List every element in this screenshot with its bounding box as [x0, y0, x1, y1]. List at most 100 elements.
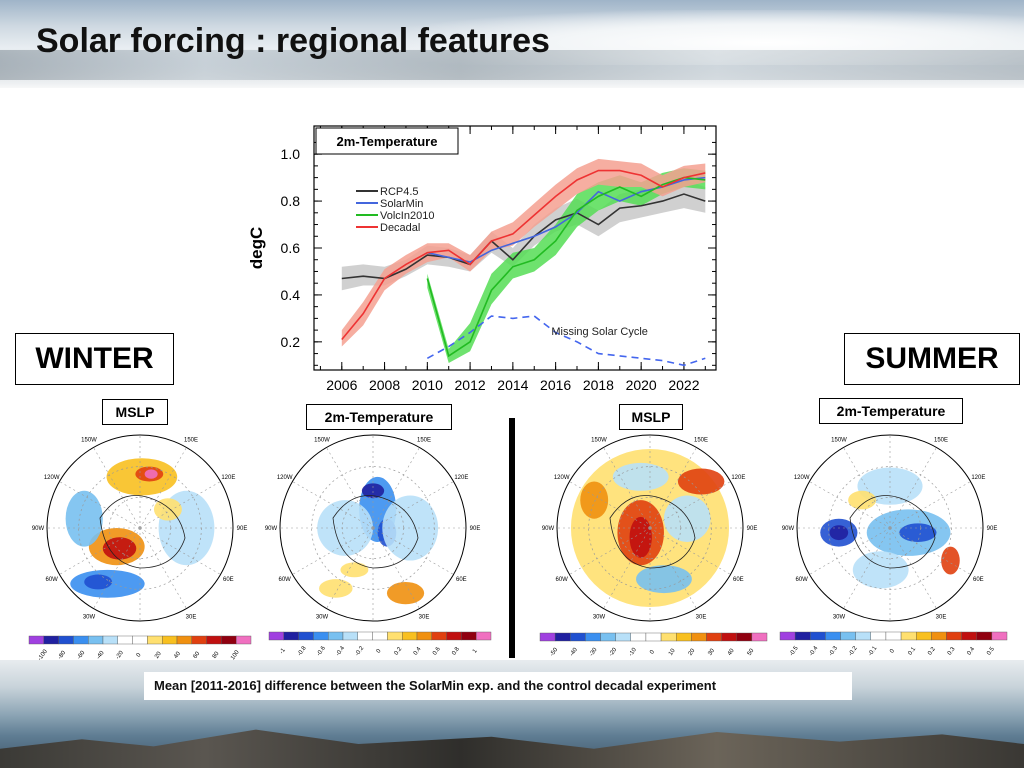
meridian — [59, 527, 141, 575]
colorbar-tick-label: 60 — [193, 650, 202, 659]
colorbar-tick-label: -0.4 — [809, 645, 820, 657]
longitude-label: 30W — [833, 614, 846, 620]
slide-caption: Mean [2011-2016] difference between the … — [144, 672, 852, 700]
meridian — [843, 447, 891, 529]
longitude-label: 180 — [368, 428, 379, 430]
colorbar-tick-label: 20 — [688, 647, 697, 656]
temperature-chart-svg: 2006 2008 2010 2012 2014 2016 2018 2020 2022 0.2 0… — [247, 125, 717, 393]
longitude-label: 30W — [593, 614, 606, 620]
colorbar-cell — [794, 631, 811, 641]
anomaly-patch — [677, 468, 725, 495]
meridian — [139, 527, 221, 575]
map-field — [317, 476, 439, 605]
meridian — [843, 527, 891, 609]
longitude-label: 60E — [973, 577, 984, 583]
colorbar-tick-label: -100 — [37, 648, 49, 662]
coastline — [99, 495, 186, 569]
anomaly-patch — [319, 579, 353, 598]
meridian — [889, 447, 937, 529]
colorbar-tick-label: 0.2 — [394, 646, 404, 657]
coastline — [332, 495, 419, 569]
winter-label: WINTER — [15, 333, 174, 385]
longitude-label: 60E — [223, 577, 234, 583]
longitude-label: 90E — [747, 526, 758, 532]
x-tick-label: 2006 — [326, 377, 357, 393]
colorbar-cell — [206, 635, 222, 645]
colorbar-cell — [736, 632, 753, 642]
colorbar-cell — [840, 631, 856, 641]
longitude-label: 120W — [794, 475, 810, 481]
x-tick-label: 2018 — [583, 377, 614, 393]
colorbar-cell — [915, 631, 932, 641]
y-tick-label: 0.8 — [281, 193, 301, 209]
band-rcp4-5 — [341, 179, 706, 291]
summer-label: SUMMER — [844, 333, 1020, 385]
legend-label: VolcIn2010 — [380, 210, 434, 222]
meridian — [139, 527, 187, 609]
colorbar-tick-label: -0.8 — [297, 645, 308, 657]
meridian — [809, 527, 891, 575]
series-line-volcin2010 — [426, 176, 706, 358]
meridian — [889, 527, 971, 575]
colorbar-tick-label: 0.4 — [413, 646, 423, 657]
meridian — [649, 527, 697, 609]
longitude-label: 120E — [731, 475, 745, 481]
meridian — [603, 447, 651, 529]
colorbar-cell — [147, 635, 163, 645]
colorbar-tick-label: -30 — [589, 647, 599, 658]
colorbar-tick-label: 0.5 — [986, 646, 996, 657]
y-tick-label: 1.0 — [281, 146, 301, 162]
anomaly-patch — [361, 483, 385, 499]
colorbar-cell — [357, 631, 373, 641]
colorbar-tick-label: 1 — [472, 648, 479, 655]
longitude-label: 90W — [32, 526, 45, 532]
colorbar-tick-label: -60 — [77, 650, 87, 661]
polar-map-winter-mslp: 180150E120E90E60E30E030W60W90W120W150W — [32, 428, 247, 622]
longitude-label: 90W — [542, 526, 555, 532]
y-tick-label: 0.2 — [281, 334, 301, 350]
colorbar-winter-temperature: -1 -0.8 -0.6 -0.4 -0.2 0 0.2 0.4 0.6 0.8 1 — [268, 631, 492, 657]
colorbar-cell — [446, 631, 462, 641]
colorbar-summer-mslp: -50 -40 -30 -20 -10 0 10 20 30 40 50 — [539, 632, 768, 658]
anomaly-patch — [629, 516, 652, 558]
colorbar-cell — [191, 635, 207, 645]
colorbar-tick-label: 0 — [136, 652, 143, 659]
colorbar-cell — [721, 632, 737, 642]
map-field — [65, 458, 215, 598]
longitude-label: 90W — [782, 526, 795, 532]
colorbar-tick-label: 0 — [889, 648, 896, 655]
meridian — [569, 527, 651, 575]
colorbar-tick-label: 50 — [747, 647, 756, 656]
longitude-label: 60W — [45, 577, 58, 583]
colorbar-tick-label: -10 — [628, 647, 638, 658]
anomaly-patch — [899, 523, 937, 542]
anomaly-patch — [102, 537, 137, 560]
colorbar-cell — [615, 632, 631, 642]
anomaly-patch — [84, 574, 113, 590]
band-decadal — [341, 158, 706, 347]
x-tick-label: 2012 — [455, 377, 486, 393]
colorbar-cell — [691, 632, 707, 642]
meridian — [649, 447, 697, 529]
colorbar-tick-label: -0.5 — [789, 645, 800, 657]
polar-map-summer-temperature: 180150E120E90E60E30E030W60W90W120W150W — [782, 428, 997, 622]
colorbar-tick-label: 0 — [376, 648, 383, 655]
colorbar-cell — [779, 631, 796, 641]
colorbar-tick-label: 0.3 — [947, 646, 957, 657]
meridian — [372, 481, 454, 529]
longitude-label: 180 — [135, 428, 146, 430]
anomaly-patch — [317, 500, 373, 556]
longitude-label: 30E — [936, 614, 947, 620]
meridian — [292, 527, 374, 575]
longitude-label: 30E — [696, 614, 707, 620]
coastline — [849, 495, 936, 569]
colorbar-cell — [660, 632, 677, 642]
map-label-summer-temperature: 2m-Temperature — [819, 398, 963, 424]
colorbar-winter-mslp: -100 -80 -60 -40 -20 0 20 40 60 80 100 — [28, 635, 252, 662]
meridian — [372, 527, 420, 609]
colorbar-tick-label: -0.3 — [828, 645, 839, 657]
colorbar-cell — [585, 632, 601, 642]
colorbar-tick-label: 0.4 — [967, 646, 977, 657]
map-label-summer-mslp: MSLP — [619, 404, 683, 430]
colorbar-cell — [342, 631, 359, 641]
